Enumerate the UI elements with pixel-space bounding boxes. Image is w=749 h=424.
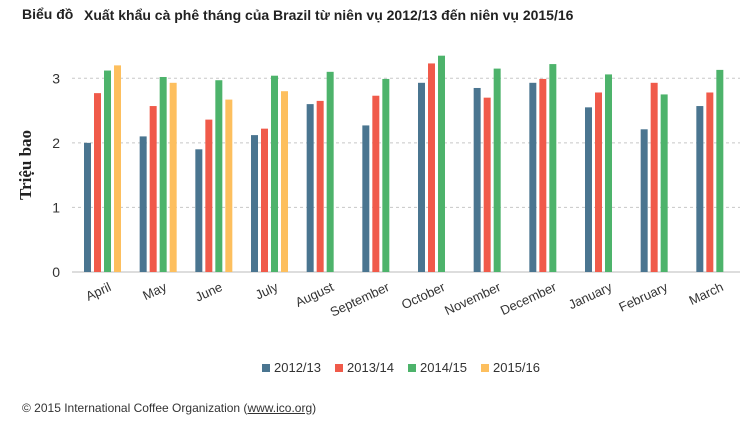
title-text: Xuất khẩu cà phê tháng của Brazil từ niê… <box>84 7 574 23</box>
legend-swatch <box>408 363 416 372</box>
legend-item: 2012/13 <box>262 360 321 375</box>
x-tick-label: September <box>328 279 393 320</box>
legend-label: 2015/16 <box>493 360 540 375</box>
bar-2013-14-august <box>316 100 324 272</box>
x-tick-label: May <box>140 279 169 303</box>
bar-2014-15-december <box>549 64 557 272</box>
legend-item: 2014/15 <box>408 360 467 375</box>
bar-2013-14-september <box>372 95 380 272</box>
bar-2012-13-march <box>696 106 704 273</box>
legend-label: 2013/14 <box>347 360 394 375</box>
bar-2014-15-march <box>716 69 724 273</box>
y-tick-label: 1 <box>52 199 60 215</box>
bar-2013-14-november <box>483 97 491 273</box>
bar-2014-15-february <box>660 94 668 272</box>
footer: © 2015 International Coffee Organization… <box>22 401 316 415</box>
title-prefix: Biểu đồ <box>22 6 74 22</box>
legend: 2012/13 2013/14 2014/15 2015/16 <box>262 360 540 375</box>
legend-item: 2015/16 <box>481 360 540 375</box>
bar-2013-14-july <box>261 128 268 272</box>
legend-label: 2012/13 <box>274 360 321 375</box>
bar-2012-13-april <box>84 142 91 272</box>
legend-item: 2013/14 <box>335 360 394 375</box>
y-tick-label: 3 <box>52 70 60 86</box>
x-tick-label: April <box>83 279 113 304</box>
copyright-text: © 2015 International Coffee Organization… <box>22 401 248 415</box>
bar-2014-15-september <box>382 78 390 272</box>
bar-2015-16-may <box>169 82 177 272</box>
bar-2013-14-june <box>205 119 213 273</box>
y-tick-label: 0 <box>52 264 60 280</box>
bar-2012-13-july <box>251 135 258 272</box>
bar-2012-13-january <box>585 107 592 272</box>
x-tick-label: March <box>687 279 726 308</box>
bar-2012-13-february <box>640 129 648 272</box>
x-tick-label: December <box>498 279 559 318</box>
bar-2014-15-january <box>605 74 612 272</box>
x-tick-label: February <box>616 279 670 315</box>
ico-link[interactable]: www.ico.org <box>247 401 313 415</box>
bar-2014-15-july <box>271 75 278 273</box>
bar-2012-13-october <box>418 82 425 272</box>
bar-2015-16-july <box>281 91 288 272</box>
bar-2013-14-april <box>94 93 101 272</box>
bar-2012-13-june <box>195 149 203 272</box>
bar-2013-14-january <box>595 92 602 273</box>
x-tick-label: January <box>566 279 615 312</box>
bar-2013-14-february <box>650 82 658 272</box>
bar-2014-15-april <box>104 70 111 272</box>
legend-swatch <box>335 363 343 372</box>
bar-2014-15-may <box>159 76 167 272</box>
bar-2012-13-september <box>362 125 370 273</box>
copyright-close: ) <box>312 401 317 415</box>
bar-2014-15-november <box>493 68 501 272</box>
legend-swatch <box>481 363 489 372</box>
bar-2013-14-may <box>149 106 157 273</box>
y-tick-label: 2 <box>52 135 60 151</box>
legend-swatch <box>262 363 270 372</box>
bar-2014-15-august <box>326 71 334 272</box>
bar-2012-13-november <box>473 87 481 272</box>
x-tick-label: June <box>193 279 225 305</box>
bar-2013-14-march <box>706 92 714 273</box>
bar-2015-16-june <box>225 99 233 272</box>
x-tick-label: November <box>442 279 503 318</box>
bar-2013-14-october <box>428 63 435 273</box>
x-tick-label: July <box>253 279 281 303</box>
bar-2014-15-june <box>215 80 223 272</box>
bar-2015-16-april <box>114 65 121 272</box>
bar-2013-14-december <box>539 78 547 272</box>
x-tick-label: October <box>399 279 448 312</box>
legend-label: 2014/15 <box>420 360 467 375</box>
bar-2012-13-december <box>529 82 537 272</box>
bar-2012-13-may <box>139 136 147 272</box>
bar-2012-13-august <box>306 104 314 272</box>
bar-2014-15-october <box>438 55 445 272</box>
